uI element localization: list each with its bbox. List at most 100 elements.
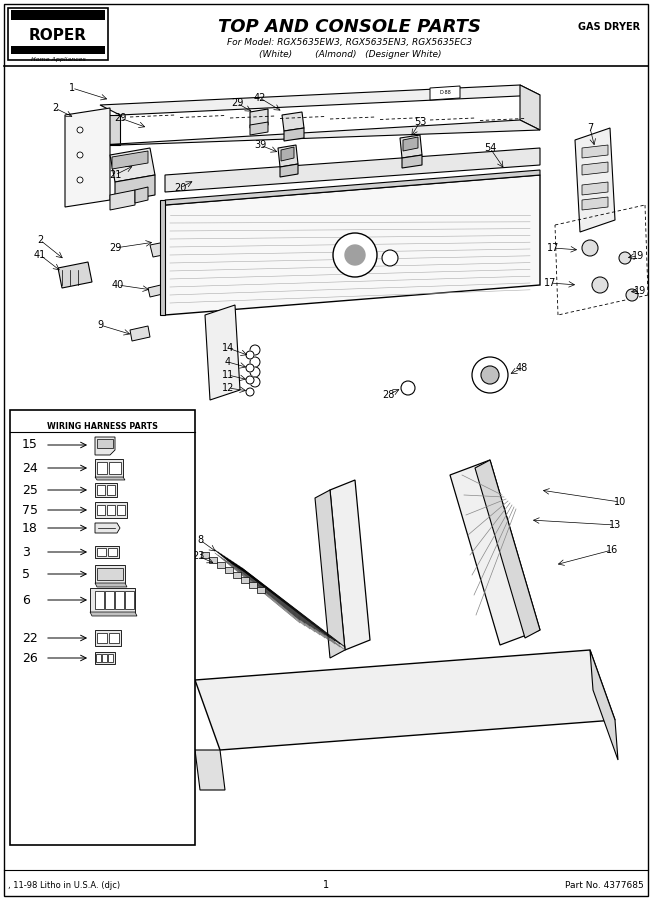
Polygon shape: [582, 162, 608, 175]
Polygon shape: [102, 654, 107, 662]
Polygon shape: [125, 591, 134, 609]
Text: 29: 29: [114, 113, 126, 123]
Text: 24: 24: [22, 462, 38, 474]
Polygon shape: [109, 462, 121, 474]
Polygon shape: [90, 588, 135, 612]
Polygon shape: [135, 187, 148, 203]
Polygon shape: [590, 650, 618, 760]
Circle shape: [246, 388, 254, 396]
Polygon shape: [233, 572, 241, 578]
Polygon shape: [95, 546, 119, 558]
Circle shape: [345, 245, 365, 265]
Text: 48: 48: [516, 363, 528, 373]
Text: 17: 17: [547, 243, 559, 253]
Polygon shape: [95, 437, 115, 455]
Circle shape: [77, 152, 83, 158]
Text: 15: 15: [22, 438, 38, 452]
Polygon shape: [115, 591, 124, 609]
Text: 12: 12: [222, 383, 234, 393]
Circle shape: [250, 367, 260, 377]
Polygon shape: [97, 462, 107, 474]
Polygon shape: [100, 85, 540, 115]
Polygon shape: [110, 148, 155, 182]
Polygon shape: [315, 490, 345, 658]
Polygon shape: [330, 480, 370, 650]
Polygon shape: [95, 652, 115, 664]
Polygon shape: [400, 135, 422, 158]
Polygon shape: [65, 108, 110, 207]
Text: 8: 8: [197, 535, 203, 545]
Polygon shape: [97, 439, 113, 448]
Polygon shape: [241, 577, 249, 583]
Polygon shape: [107, 485, 115, 495]
Circle shape: [250, 345, 260, 355]
Circle shape: [333, 233, 377, 277]
Text: 26: 26: [22, 652, 38, 664]
Text: TOP AND CONSOLE PARTS: TOP AND CONSOLE PARTS: [218, 18, 481, 36]
Circle shape: [77, 177, 83, 183]
Text: 20: 20: [174, 183, 186, 193]
Text: 6: 6: [22, 593, 30, 607]
Polygon shape: [95, 565, 125, 583]
Polygon shape: [582, 197, 608, 210]
Polygon shape: [201, 552, 209, 558]
Polygon shape: [582, 182, 608, 195]
Text: ROPER: ROPER: [29, 28, 87, 42]
Circle shape: [246, 364, 254, 372]
Polygon shape: [97, 633, 107, 643]
Polygon shape: [97, 568, 123, 580]
Text: 7: 7: [587, 123, 593, 133]
Polygon shape: [165, 148, 540, 192]
Text: 39: 39: [254, 140, 266, 150]
Text: 42: 42: [254, 93, 266, 103]
Polygon shape: [108, 548, 117, 556]
Text: 16: 16: [606, 545, 618, 555]
Text: 22: 22: [22, 632, 38, 644]
Circle shape: [77, 127, 83, 133]
Text: 1: 1: [69, 83, 75, 93]
FancyBboxPatch shape: [10, 410, 195, 845]
Polygon shape: [105, 591, 114, 609]
Text: 29: 29: [109, 243, 121, 253]
Polygon shape: [520, 85, 540, 130]
Text: 17: 17: [544, 278, 556, 288]
Polygon shape: [582, 145, 608, 158]
Polygon shape: [112, 151, 148, 169]
Circle shape: [619, 252, 631, 264]
Polygon shape: [95, 523, 120, 533]
Text: 54: 54: [484, 143, 496, 153]
Polygon shape: [249, 582, 257, 588]
Polygon shape: [195, 750, 225, 790]
Polygon shape: [250, 122, 268, 135]
Circle shape: [250, 357, 260, 367]
Polygon shape: [257, 587, 265, 593]
Polygon shape: [110, 190, 135, 210]
Circle shape: [246, 351, 254, 359]
Circle shape: [250, 377, 260, 387]
Polygon shape: [100, 115, 120, 145]
Text: 14: 14: [222, 343, 234, 353]
FancyBboxPatch shape: [11, 46, 105, 54]
Polygon shape: [58, 262, 92, 288]
Text: 18: 18: [22, 521, 38, 535]
Text: 29: 29: [231, 98, 243, 108]
Text: 40: 40: [112, 280, 124, 290]
Polygon shape: [95, 583, 127, 587]
Text: 19: 19: [632, 251, 644, 261]
Circle shape: [481, 366, 499, 384]
Circle shape: [592, 277, 608, 293]
Text: 11: 11: [222, 370, 234, 380]
Polygon shape: [280, 164, 298, 177]
Text: ™: ™: [65, 49, 72, 55]
Text: 4: 4: [225, 357, 231, 367]
Text: 3: 3: [22, 545, 30, 559]
Circle shape: [401, 381, 415, 395]
Text: 2: 2: [52, 103, 58, 113]
Polygon shape: [225, 567, 233, 573]
Polygon shape: [195, 650, 615, 750]
Polygon shape: [148, 284, 167, 297]
Polygon shape: [160, 200, 165, 315]
Polygon shape: [281, 147, 294, 161]
Text: , 11-98 Litho in U.S.A. (djc): , 11-98 Litho in U.S.A. (djc): [8, 880, 120, 889]
Text: Home Appliances: Home Appliances: [31, 57, 85, 62]
